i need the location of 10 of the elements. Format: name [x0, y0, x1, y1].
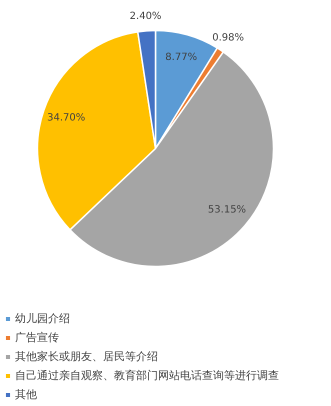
legend-label: 广告宣传	[15, 330, 59, 345]
legend-label: 幼儿园介绍	[15, 311, 70, 326]
data-label: 53.15%	[208, 204, 246, 216]
legend-label: 自己通过亲自观察、教育部门网站电话查询等进行调查	[15, 368, 279, 383]
data-label: 2.40%	[130, 11, 162, 22]
data-label: 8.77%	[165, 52, 198, 64]
data-label: 34.70%	[47, 112, 86, 124]
legend-label: 其他家长或朋友、居民等介绍	[15, 349, 158, 364]
legend-label: 其他	[15, 387, 37, 402]
data-label: 0.98%	[212, 32, 244, 44]
